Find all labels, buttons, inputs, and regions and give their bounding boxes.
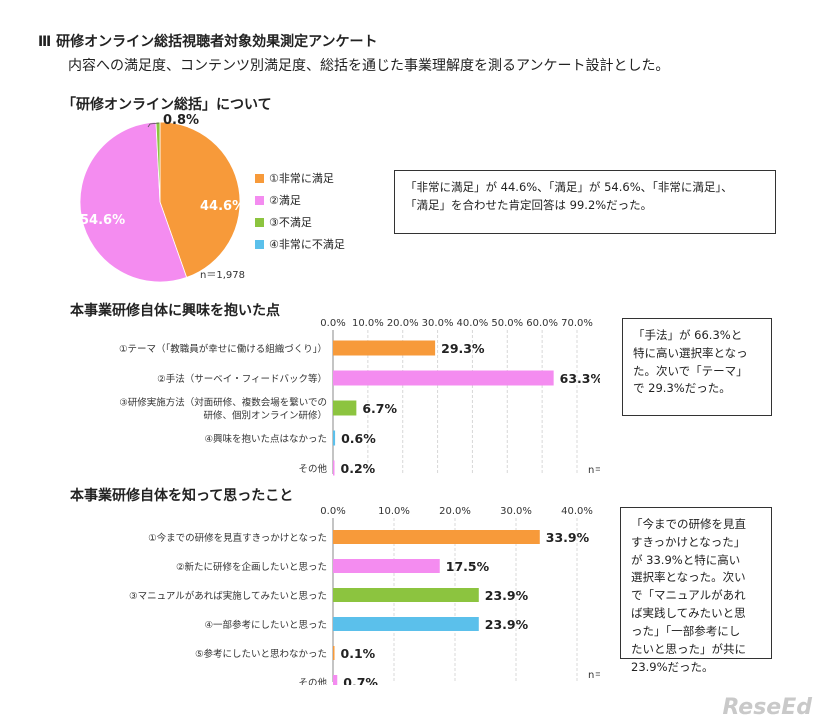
category-label: ⑤参考にしたいと思わなかった <box>195 648 327 660</box>
x-tick-label: 30.0% <box>422 318 454 329</box>
legend-label: ②満足 <box>269 194 301 207</box>
bar-value-label: 0.2% <box>341 461 376 476</box>
note-line: た。次いで「テーマ」 <box>633 363 748 378</box>
bar-value-label: 0.7% <box>343 675 378 685</box>
pie-chart-title: 「研修オンライン総括」について <box>62 97 272 113</box>
legend-swatch <box>255 239 264 249</box>
category-label: ②手法（サーベイ・フィードバック等） <box>157 373 327 385</box>
legend-swatch <box>255 217 264 227</box>
category-label: ②新たに研修を企画したいと思った <box>176 561 327 573</box>
pie-sample-size: n＝1,978 <box>200 270 245 281</box>
bar <box>333 588 479 602</box>
bar <box>333 400 357 416</box>
note-line: 選択率となった。次い <box>631 570 746 585</box>
bar-value-label: 29.3% <box>441 341 485 356</box>
note-line: で「マニュアルがあれ <box>631 588 746 603</box>
legend-item: ②満足 <box>255 189 345 211</box>
legend-label: ③不満足 <box>269 216 312 229</box>
bar-value-label: 23.9% <box>485 617 529 632</box>
x-tick-label: 70.0% <box>561 318 593 329</box>
category-label: その他 <box>298 463 327 475</box>
bar-value-label: 33.9% <box>546 530 590 545</box>
category-label: 研修、個別オンライン研修） <box>203 410 327 422</box>
pie-slice-1 <box>159 121 241 278</box>
x-tick-label: 0.0% <box>320 318 345 329</box>
interest-chart-title: 本事業研修自体に興味を抱いた点 <box>70 303 280 319</box>
pie-data-label-2: 54.6% <box>80 213 125 228</box>
category-label: ①テーマ（「教職員が幸せに働ける組織づくり」） <box>119 343 327 355</box>
category-label: ④興味を抱いた点はなかった <box>204 433 327 445</box>
bar-value-label: 23.9% <box>485 588 529 603</box>
note-line: 特に高い選択率となっ <box>633 345 748 360</box>
thoughts-bar-chart: 0.0% 10.0% 20.0% 30.0% 40.0% 33.9% ①今までの研修を見直す… <box>129 506 600 685</box>
x-tick-label: 20.0% <box>439 506 471 517</box>
bar <box>333 460 335 476</box>
sample-size-label: n＝1,978 <box>588 670 600 681</box>
pie-leader-line <box>147 122 160 128</box>
x-tick-label: 10.0% <box>378 506 410 517</box>
bar-value-label: 17.5% <box>446 559 490 574</box>
page-heading: Ⅲ 研修オンライン総括視聴者対象効果測定アンケート <box>38 34 378 50</box>
bar <box>333 340 436 356</box>
bar <box>333 370 554 386</box>
sample-size-label: n＝1,978 <box>588 465 600 476</box>
x-tick-label: 10.0% <box>352 318 384 329</box>
thoughts-chart-title: 本事業研修自体を知って思ったこと <box>70 488 294 504</box>
category-label: ③研修実施方法（対面研修、複数会場を繋いでの <box>119 397 327 409</box>
bar <box>333 675 338 685</box>
interest-note: 「手法」が 66.3%と 特に高い選択率となっ た。次いで「テーマ」で 29.3%だ… <box>622 318 772 416</box>
note-line: 「非常に満足」が 44.6%、「満足」が 54.6%、「非常に満足」、 <box>405 180 733 194</box>
pie-data-label-1: 44.6% <box>200 199 245 214</box>
x-tick-label: 60.0% <box>526 318 558 329</box>
bar <box>333 430 336 446</box>
category-label: ①今までの研修を見直すきっかけとなった <box>148 532 327 544</box>
legend-swatch <box>255 173 264 183</box>
bar <box>333 646 335 660</box>
bar-value-label: 6.7% <box>362 401 397 416</box>
note-line: すきっかけとなった」 <box>631 534 746 549</box>
note-line: 「今までの研修を見直 <box>631 517 746 531</box>
pie-legend: ①非常に満足 ②満足 ③不満足 ④非常に不満足 <box>255 167 345 255</box>
note-line: 「満足」を合わせた肯定回答は 99.2%だった。 <box>405 197 653 212</box>
legend-label: ①非常に満足 <box>269 172 334 185</box>
x-tick-label: 20.0% <box>387 318 419 329</box>
legend-swatch <box>255 195 264 205</box>
pie-note: 「非常に満足」が 44.6%、「満足」が 54.6%、「非常に満足」、 「満足」を… <box>394 170 776 234</box>
note-line: で 29.3%だった。 <box>633 381 731 396</box>
x-tick-label: 0.0% <box>320 506 345 517</box>
note-line: った」「一部参考にし <box>631 623 741 638</box>
note-line: 23.9%だった。 <box>631 659 714 674</box>
legend-label: ④非常に不満足 <box>269 238 345 251</box>
note-line: ば実践してみたいと思 <box>631 606 746 621</box>
x-tick-label: 50.0% <box>491 318 523 329</box>
note-line: が 33.9%と特に高い <box>631 552 741 567</box>
bar-value-label: 0.1% <box>341 646 376 661</box>
bar-value-label: 63.3% <box>560 371 600 386</box>
legend-item: ④非常に不満足 <box>255 233 345 255</box>
pie-data-label-3: 0.8% <box>163 113 199 128</box>
interest-bar-chart: 0.0% 10.0% 20.0% 30.0% 40.0% 50.0% 60.0% 70.0% 2… <box>119 318 600 476</box>
category-label: その他 <box>298 677 327 685</box>
resed-logo: ReseEd <box>722 695 812 720</box>
x-tick-label: 30.0% <box>500 506 532 517</box>
intro-text: 内容への満足度、コンテンツ別満足度、総括を通じた事業理解度を測るアンケート設計と… <box>68 58 670 74</box>
pie-slice-2 <box>79 121 188 283</box>
bar <box>333 559 440 573</box>
bar <box>333 530 540 544</box>
category-label: ④一部参考にしたいと思った <box>204 619 327 631</box>
x-tick-label: 40.0% <box>561 506 593 517</box>
x-tick-label: 40.0% <box>457 318 489 329</box>
pie-chart: 44.6% 54.6% 0.8% <box>79 113 245 283</box>
legend-item: ①非常に満足 <box>255 167 345 189</box>
note-line: 「手法」が 66.3%と <box>633 328 743 342</box>
thoughts-note: 「今までの研修を見直 すきっかけとなった」が 33.9%と特に高い 選択率となった。… <box>620 507 772 674</box>
bar-value-label: 0.6% <box>341 431 376 446</box>
bar <box>333 617 479 631</box>
legend-item: ③不満足 <box>255 211 345 233</box>
pie-slice-3 <box>155 121 161 203</box>
note-line: たいと思った」が共に <box>631 641 746 656</box>
category-label: ③マニュアルがあれば実施してみたいと思った <box>129 590 327 602</box>
